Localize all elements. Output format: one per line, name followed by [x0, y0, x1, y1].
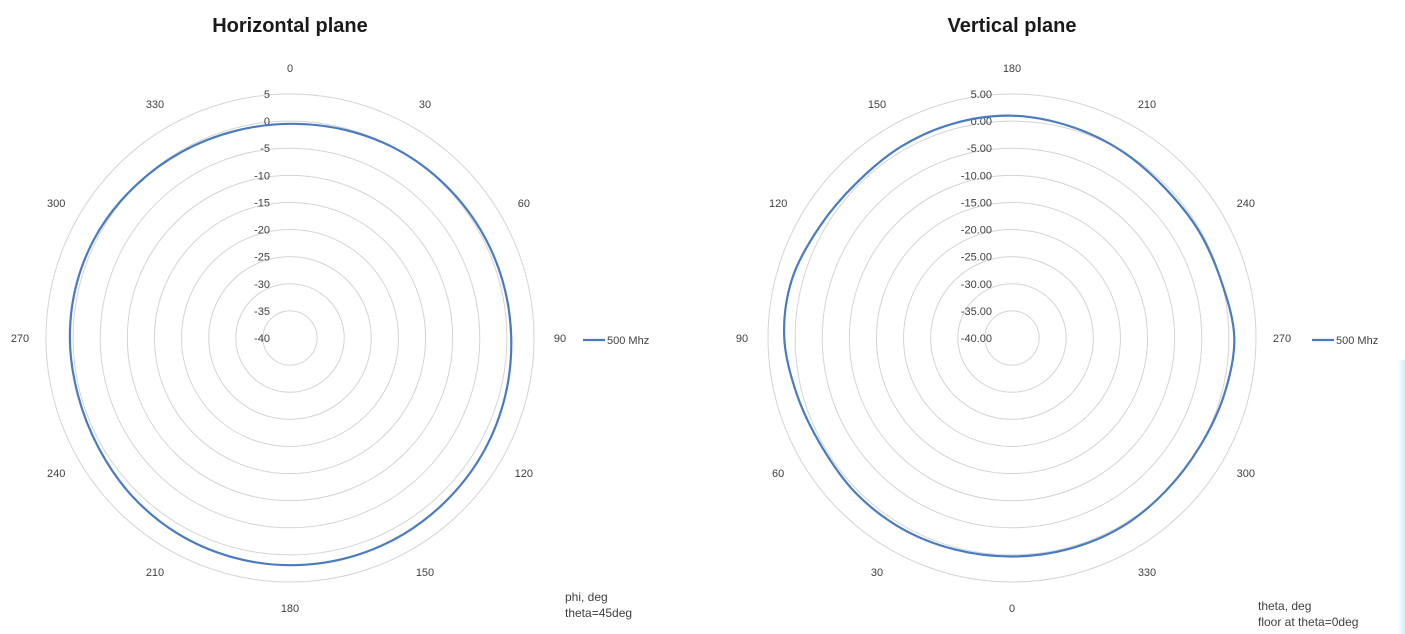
angle-tick-label: 0 — [287, 63, 293, 75]
radial-tick-label: -5 — [260, 143, 270, 155]
grid-ring — [181, 229, 399, 447]
radial-tick-labels: 5 0 -5 -10 -15 -20 -25 -30 -35 -40 — [254, 89, 270, 345]
grid-ring — [821, 147, 1203, 529]
radial-tick-label: -20.00 — [961, 225, 992, 237]
vertical-plane-chart: Vertical plane 5.000.00-5.00-10.00-15.00… — [736, 15, 1378, 629]
angle-tick-label: 60 — [772, 468, 784, 480]
grid-ring — [235, 283, 345, 393]
chart-title: Vertical plane — [948, 15, 1077, 37]
axis-note-line-2: floor at theta=0deg — [1258, 615, 1358, 629]
chart-title: Horizontal plane — [212, 15, 368, 37]
angle-tick-label: 120 — [769, 198, 787, 210]
angle-tick-labels: 180 210 240 270 300 330 0 30 60 90 120 150 — [736, 63, 1291, 615]
angle-tick-label: 150 — [868, 99, 886, 111]
angle-tick-labels: 0 30 60 90 120 150 180 210 240 270 300 330 — [11, 63, 566, 615]
angle-tick-label: 300 — [47, 198, 65, 210]
radial-tick-label: -40 — [254, 333, 270, 345]
radial-tick-labels: 5.000.00-5.00-10.00-15.00-20.00-25.00-30… — [961, 89, 992, 345]
legend-label: 500 Mhz — [607, 335, 649, 347]
radial-tick-label: -35 — [254, 306, 270, 318]
grid-ring — [903, 229, 1121, 447]
radial-tick-label: -5.00 — [967, 143, 992, 155]
radial-tick-label: -15 — [254, 197, 270, 209]
radial-tick-label: -10.00 — [961, 170, 992, 182]
axis-note-line-2: theta=45deg — [565, 606, 632, 620]
radial-tick-label: -15.00 — [961, 197, 992, 209]
angle-tick-label: 150 — [416, 567, 434, 579]
angle-tick-label: 270 — [11, 333, 29, 345]
angle-tick-label: 330 — [1138, 567, 1156, 579]
legend-label: 500 Mhz — [1336, 335, 1378, 347]
grid-ring — [262, 310, 318, 366]
grid-ring — [45, 93, 535, 583]
grid-ring — [99, 147, 481, 529]
radial-tick-label: -40.00 — [961, 333, 992, 345]
grid-ring — [72, 120, 508, 556]
radial-tick-label: 0 — [264, 116, 270, 128]
radial-tick-label: 5.00 — [971, 89, 992, 101]
angle-tick-label: 240 — [1237, 198, 1255, 210]
angle-tick-label: 180 — [1003, 63, 1021, 75]
legend: 500 Mhz — [1312, 335, 1378, 347]
edge-decoration — [1398, 360, 1405, 634]
angle-tick-label: 210 — [146, 567, 164, 579]
axis-note-line-1: phi, deg — [565, 590, 608, 604]
angle-tick-label: 300 — [1237, 468, 1255, 480]
angle-tick-label: 90 — [554, 333, 566, 345]
grid-ring — [794, 120, 1230, 556]
radial-grid — [45, 93, 535, 583]
radial-tick-label: 5 — [264, 89, 270, 101]
angle-tick-label: 240 — [47, 468, 65, 480]
angle-tick-label: 90 — [736, 333, 748, 345]
grid-ring — [875, 201, 1149, 475]
grid-ring — [153, 201, 427, 475]
series-line-500mhz — [783, 114, 1236, 558]
radial-tick-label: -35.00 — [961, 306, 992, 318]
grid-ring — [984, 310, 1040, 366]
radial-tick-label: -30 — [254, 279, 270, 291]
radial-tick-label: -25.00 — [961, 252, 992, 264]
angle-tick-label: 30 — [419, 99, 431, 111]
radial-tick-label: -20 — [254, 225, 270, 237]
grid-ring — [848, 174, 1176, 502]
angle-tick-label: 60 — [518, 198, 530, 210]
radial-tick-label: -25 — [254, 252, 270, 264]
angle-tick-label: 0 — [1009, 603, 1015, 615]
grid-ring — [126, 174, 454, 502]
axis-note-line-1: theta, deg — [1258, 599, 1311, 613]
angle-tick-label: 180 — [281, 603, 299, 615]
radial-grid — [767, 93, 1257, 583]
series-line-500mhz — [68, 122, 513, 567]
angle-tick-label: 120 — [515, 468, 533, 480]
angle-tick-label: 210 — [1138, 99, 1156, 111]
radial-tick-label: -10 — [254, 170, 270, 182]
grid-ring — [930, 256, 1094, 420]
angle-tick-label: 270 — [1273, 333, 1291, 345]
grid-ring — [957, 283, 1067, 393]
angle-tick-label: 30 — [871, 567, 883, 579]
angle-tick-label: 330 — [146, 99, 164, 111]
legend: 500 Mhz — [583, 335, 649, 347]
grid-ring — [767, 93, 1257, 583]
radial-tick-label: -30.00 — [961, 279, 992, 291]
horizontal-plane-chart: Horizontal plane 5 0 -5 -10 -15 -20 -25 -30 -35 -… — [11, 15, 649, 620]
grid-ring — [208, 256, 372, 420]
